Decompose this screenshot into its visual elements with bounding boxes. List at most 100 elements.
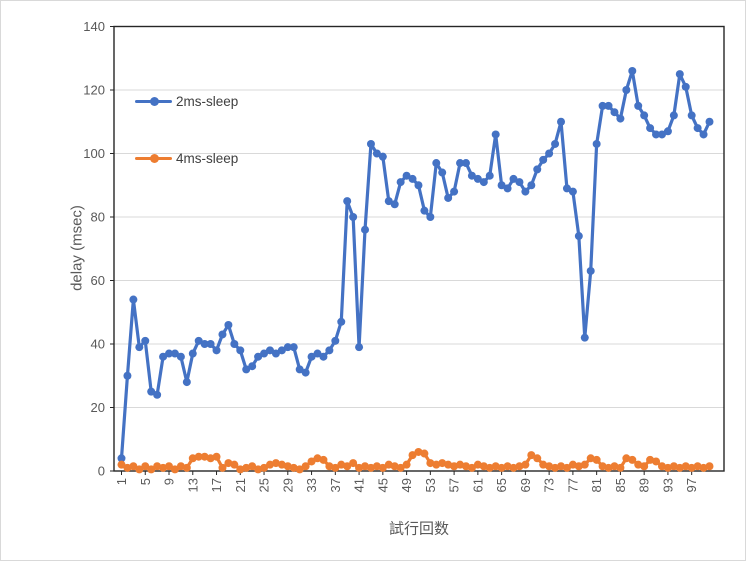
data-point bbox=[165, 462, 174, 471]
data-point bbox=[402, 171, 411, 180]
data-point bbox=[212, 452, 221, 461]
svg-text:17: 17 bbox=[209, 478, 224, 492]
svg-text:65: 65 bbox=[494, 478, 509, 492]
data-point bbox=[420, 206, 429, 215]
data-point bbox=[557, 117, 566, 126]
data-point bbox=[533, 165, 542, 174]
svg-text:97: 97 bbox=[684, 478, 699, 492]
data-point bbox=[307, 352, 316, 361]
data-point bbox=[562, 463, 571, 472]
data-point bbox=[147, 387, 156, 396]
data-point bbox=[693, 124, 702, 133]
legend-label-4ms-sleep: 4ms-sleep bbox=[176, 150, 239, 166]
data-point bbox=[527, 181, 536, 190]
svg-text:37: 37 bbox=[328, 478, 343, 492]
svg-text:61: 61 bbox=[470, 478, 485, 492]
data-point bbox=[230, 340, 239, 348]
data-point bbox=[592, 139, 601, 148]
data-point bbox=[248, 462, 257, 471]
data-point bbox=[307, 457, 316, 466]
data-point bbox=[580, 333, 589, 342]
svg-text:9: 9 bbox=[162, 478, 177, 485]
svg-text:80: 80 bbox=[91, 210, 105, 225]
data-point bbox=[248, 362, 257, 371]
data-point bbox=[372, 149, 381, 158]
data-point bbox=[301, 368, 310, 377]
data-point bbox=[349, 213, 358, 221]
data-point bbox=[515, 178, 524, 187]
data-point bbox=[236, 346, 245, 355]
svg-text:49: 49 bbox=[399, 478, 414, 492]
data-point bbox=[200, 340, 209, 348]
y-axis-title: delay (msec) bbox=[68, 205, 86, 291]
data-point bbox=[159, 352, 168, 361]
data-point bbox=[170, 465, 179, 474]
data-point bbox=[182, 378, 191, 387]
data-point bbox=[289, 343, 298, 352]
data-point bbox=[206, 340, 215, 348]
data-point bbox=[539, 155, 548, 164]
data-point bbox=[224, 320, 233, 329]
data-point bbox=[331, 463, 340, 472]
svg-text:13: 13 bbox=[185, 478, 200, 492]
svg-text:77: 77 bbox=[565, 478, 580, 492]
data-point bbox=[331, 336, 340, 345]
data-point bbox=[663, 127, 672, 136]
legend-item-4ms-sleep: 4ms-sleep bbox=[135, 149, 238, 167]
data-point bbox=[628, 455, 637, 464]
data-point bbox=[129, 462, 138, 471]
data-point bbox=[580, 460, 589, 469]
data-point bbox=[568, 187, 577, 196]
data-point bbox=[652, 130, 661, 139]
data-point bbox=[396, 178, 405, 187]
svg-text:85: 85 bbox=[613, 478, 628, 492]
data-point bbox=[165, 349, 174, 358]
data-point bbox=[699, 130, 708, 139]
svg-text:73: 73 bbox=[542, 478, 557, 492]
data-point bbox=[521, 187, 530, 196]
data-point bbox=[260, 349, 269, 358]
data-point bbox=[456, 159, 465, 168]
data-point bbox=[467, 171, 476, 180]
data-point bbox=[414, 181, 423, 190]
data-point bbox=[378, 152, 387, 161]
data-point bbox=[325, 346, 334, 355]
data-point bbox=[277, 346, 286, 355]
data-point bbox=[218, 463, 227, 472]
svg-text:60: 60 bbox=[91, 273, 105, 288]
plot-area-border bbox=[113, 25, 725, 472]
data-point bbox=[194, 452, 203, 461]
data-point bbox=[646, 124, 655, 133]
data-point bbox=[622, 86, 631, 94]
data-point bbox=[491, 130, 500, 139]
data-point bbox=[705, 117, 714, 126]
data-point bbox=[527, 451, 536, 460]
data-point bbox=[343, 197, 352, 206]
y-tick-labels: 0 20 40 60 80 100 120 140 bbox=[83, 19, 105, 479]
data-point bbox=[295, 465, 304, 474]
svg-text:0: 0 bbox=[98, 464, 105, 479]
svg-text:25: 25 bbox=[257, 478, 272, 492]
data-point bbox=[188, 349, 197, 358]
svg-text:45: 45 bbox=[375, 478, 390, 492]
gridlines bbox=[114, 26, 724, 408]
data-point bbox=[438, 168, 447, 177]
data-point bbox=[675, 70, 684, 79]
svg-text:53: 53 bbox=[423, 478, 438, 492]
svg-text:140: 140 bbox=[83, 19, 105, 34]
data-point bbox=[254, 352, 263, 361]
data-point bbox=[657, 130, 666, 139]
data-point bbox=[652, 457, 661, 466]
data-point bbox=[616, 463, 625, 472]
data-point bbox=[610, 108, 619, 117]
data-point bbox=[260, 463, 269, 472]
data-point bbox=[562, 184, 571, 193]
legend-marker-2ms-sleep-icon bbox=[135, 92, 172, 110]
data-point bbox=[521, 460, 530, 469]
data-point bbox=[450, 187, 459, 196]
data-point bbox=[444, 193, 453, 202]
data-point bbox=[467, 463, 476, 472]
data-point bbox=[574, 232, 583, 241]
